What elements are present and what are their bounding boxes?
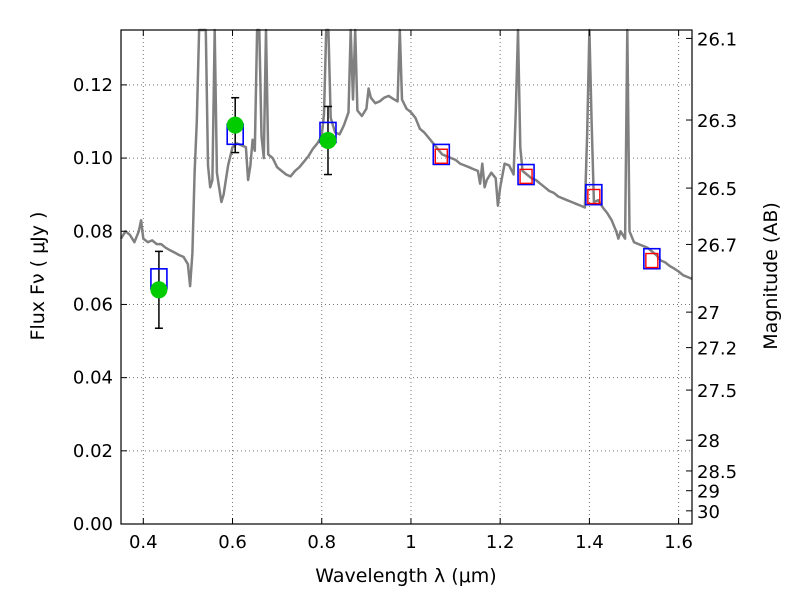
blue-square-marker (432, 143, 451, 166)
right-tick-label: 30 (697, 502, 720, 523)
blue-square-marker (643, 247, 661, 270)
blue-square-marker (517, 163, 535, 186)
x-tick-label: 1 (405, 532, 416, 553)
red-square-marker (434, 148, 448, 164)
right-tick-label: 29 (697, 482, 720, 503)
right-tick-label: 26.7 (697, 235, 737, 256)
y-axis-label: Flux Fν ( μJy ) (27, 212, 49, 341)
y-tick-label: 0.06 (73, 294, 113, 315)
axis-ticks: 0.4 0.6 0.8 1 1.2 1.4 1.6 0.00 0.02 0.04 0.06 0.08 0… (73, 29, 737, 553)
y-tick-label: 0.02 (73, 441, 113, 462)
x-tick-label: 0.8 (307, 532, 336, 553)
right-tick-label: 27.5 (697, 381, 737, 402)
observed-point (226, 116, 244, 134)
right-tick-label: 28.5 (697, 462, 737, 483)
model-sed-layer (119, 28, 693, 288)
right-tick-label: 26.5 (697, 179, 737, 200)
blue-square-marker (585, 183, 603, 206)
right-axis-label: Magnitude (AB) (760, 202, 782, 350)
photometry-markers (150, 96, 661, 329)
observed-point (319, 132, 337, 150)
x-tick-label: 1.4 (575, 532, 604, 553)
right-tick-label: 27 (697, 303, 720, 324)
right-tick-label: 28 (697, 431, 720, 452)
y-tick-label: 0.12 (73, 75, 113, 96)
observed-point (150, 281, 168, 299)
x-tick-label: 0.4 (129, 532, 158, 553)
x-axis-label: Wavelength λ (μm) (315, 565, 496, 587)
red-square-marker (587, 188, 601, 205)
x-tick-label: 1.2 (486, 532, 515, 553)
red-square-marker (645, 252, 659, 269)
right-tick-label: 26.1 (697, 29, 737, 50)
model-sed-line (119, 28, 693, 288)
red-square-marker (519, 168, 533, 185)
y-tick-label: 0.10 (73, 148, 113, 169)
x-tick-label: 1.6 (664, 532, 693, 553)
x-tick-label: 0.6 (218, 532, 247, 553)
y-tick-label: 0.08 (73, 221, 113, 242)
plot-frame (120, 29, 693, 525)
y-tick-label: 0.04 (73, 368, 113, 389)
right-tick-label: 26.3 (697, 111, 737, 132)
right-tick-label: 27.2 (697, 339, 737, 360)
y-tick-label: 0.00 (73, 514, 113, 535)
